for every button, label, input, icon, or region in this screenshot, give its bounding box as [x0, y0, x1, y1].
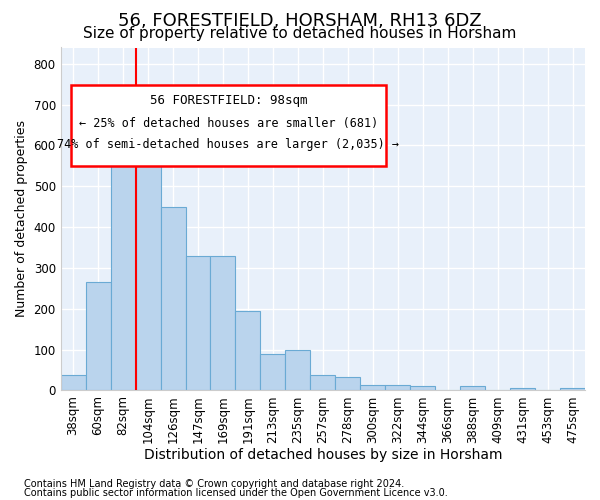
- Bar: [410, 386, 435, 390]
- Text: Contains HM Land Registry data © Crown copyright and database right 2024.: Contains HM Land Registry data © Crown c…: [24, 479, 404, 489]
- Bar: [161, 206, 185, 390]
- Text: 56 FORESTFIELD: 98sqm: 56 FORESTFIELD: 98sqm: [150, 94, 307, 107]
- Bar: [335, 377, 360, 390]
- Bar: [235, 311, 260, 390]
- Bar: [86, 282, 110, 391]
- Bar: [510, 388, 535, 390]
- Bar: [460, 386, 485, 390]
- Text: Size of property relative to detached houses in Horsham: Size of property relative to detached ho…: [83, 26, 517, 41]
- Bar: [211, 256, 235, 390]
- Bar: [310, 375, 335, 390]
- Bar: [260, 354, 286, 391]
- Text: Contains public sector information licensed under the Open Government Licence v3: Contains public sector information licen…: [24, 488, 448, 498]
- Y-axis label: Number of detached properties: Number of detached properties: [15, 120, 28, 318]
- X-axis label: Distribution of detached houses by size in Horsham: Distribution of detached houses by size …: [143, 448, 502, 462]
- Text: ← 25% of detached houses are smaller (681): ← 25% of detached houses are smaller (68…: [79, 117, 378, 130]
- FancyBboxPatch shape: [71, 85, 386, 166]
- Text: 74% of semi-detached houses are larger (2,035) →: 74% of semi-detached houses are larger (…: [58, 138, 400, 151]
- Bar: [385, 384, 410, 390]
- Bar: [560, 388, 585, 390]
- Bar: [360, 384, 385, 390]
- Bar: [286, 350, 310, 391]
- Bar: [61, 375, 86, 390]
- Bar: [185, 256, 211, 390]
- Bar: [110, 152, 136, 390]
- Bar: [136, 144, 161, 390]
- Text: 56, FORESTFIELD, HORSHAM, RH13 6DZ: 56, FORESTFIELD, HORSHAM, RH13 6DZ: [118, 12, 482, 30]
